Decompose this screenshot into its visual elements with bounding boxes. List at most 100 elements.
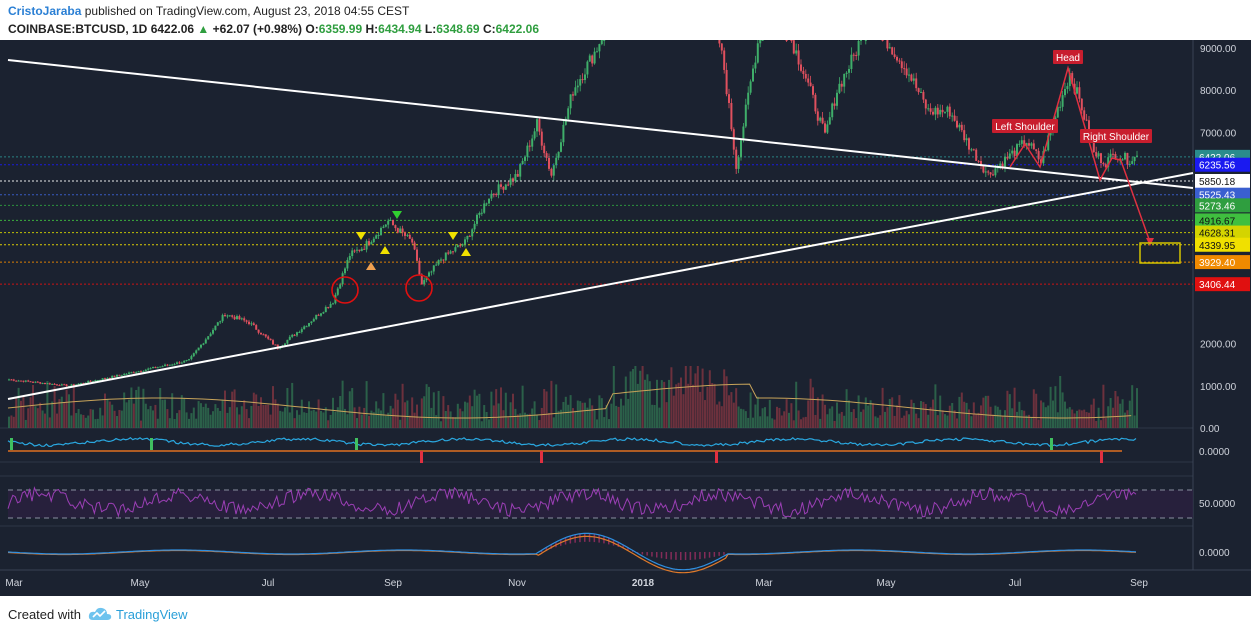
- volume-bar: [392, 408, 394, 428]
- volume-bar: [1052, 400, 1054, 428]
- volume-bar: [36, 408, 39, 428]
- volume-bar: [478, 393, 481, 428]
- candle-body: [396, 228, 399, 233]
- volume-bar: [159, 388, 162, 428]
- chart-svg[interactable]: Head Left Shoulder Right Shoulder 0.0000 50…: [0, 40, 1251, 596]
- volume-bar: [1030, 417, 1033, 428]
- volume-bar: [584, 402, 586, 428]
- volume-bar: [668, 379, 670, 428]
- volume-bar: [987, 395, 990, 428]
- candle-body: [747, 92, 750, 105]
- volume-bar: [22, 395, 25, 428]
- volume-bar: [214, 404, 217, 428]
- candle-body: [418, 260, 421, 275]
- candle-body: [1080, 98, 1083, 111]
- volume-bar: [346, 414, 349, 428]
- volume-bar: [900, 417, 903, 428]
- candle-body: [29, 381, 32, 383]
- volume-bar: [624, 376, 627, 428]
- candle-body: [1112, 153, 1114, 155]
- volume-bar: [711, 383, 714, 428]
- candle-body: [240, 318, 243, 320]
- volume-bar: [142, 388, 145, 428]
- candle-body: [1083, 110, 1086, 120]
- volume-bar: [447, 405, 450, 428]
- volume-bar: [1126, 410, 1129, 428]
- tradingview-cloud-icon[interactable]: [88, 606, 112, 622]
- candle-body: [101, 378, 104, 380]
- price-level-badge: [1195, 255, 1250, 270]
- volume-bar: [1104, 418, 1107, 428]
- volume-bar: [929, 407, 932, 428]
- volume-bar: [579, 401, 582, 428]
- volume-bar: [804, 416, 807, 428]
- macd-histogram-bar: [646, 552, 648, 556]
- tradingview-link[interactable]: TradingView: [116, 607, 188, 622]
- low-circle-marker: [405, 274, 433, 302]
- volume-bar: [728, 395, 730, 428]
- volume-bar: [977, 412, 980, 428]
- author-link[interactable]: CristoJaraba: [8, 4, 82, 18]
- created-with-text: Created with: [8, 607, 81, 622]
- candle-body: [430, 271, 433, 273]
- candle-body: [336, 288, 339, 295]
- volume-ma-line: [7, 383, 1132, 419]
- macd-histogram-bar: [627, 547, 629, 551]
- volume-bar: [80, 414, 82, 428]
- volume-bar: [1006, 390, 1009, 428]
- candle-body: [459, 245, 462, 247]
- candle-body: [994, 168, 997, 176]
- volume-bar: [948, 405, 951, 428]
- volume-bar: [778, 407, 781, 428]
- candle-body: [358, 249, 361, 251]
- volume-bar: [581, 402, 584, 428]
- volume-bar: [485, 412, 488, 428]
- candle-body: [444, 252, 447, 261]
- volume-bar: [809, 378, 812, 428]
- candle-body: [293, 334, 296, 336]
- volume-bar: [228, 407, 231, 428]
- candle-body: [807, 78, 810, 83]
- volume-bar: [848, 400, 850, 428]
- macd-histogram-bar: [545, 547, 548, 551]
- candle-body: [824, 123, 826, 133]
- candle-body: [125, 373, 128, 375]
- volume-bar: [183, 397, 186, 428]
- candle-body: [881, 40, 884, 41]
- candle-body: [300, 329, 303, 332]
- volume-bar: [953, 410, 956, 428]
- price-level-badge: [1195, 157, 1250, 172]
- candle-body: [478, 212, 481, 215]
- candle-body: [207, 336, 210, 340]
- volume-bar: [1100, 420, 1102, 428]
- volume-bar: [46, 381, 49, 428]
- volume-bar: [512, 393, 514, 428]
- volume-bar: [305, 412, 308, 428]
- candle-body: [53, 383, 56, 385]
- volume-bar: [860, 411, 862, 428]
- volume-bar: [819, 418, 822, 428]
- rsi-band: [8, 490, 1193, 518]
- candle-body: [920, 91, 922, 93]
- volume-bar: [161, 399, 164, 428]
- candle-body: [948, 106, 951, 117]
- volume-bar: [394, 393, 397, 428]
- candle-body: [468, 235, 471, 237]
- volume-bar: [812, 387, 814, 428]
- volume-bar: [598, 395, 601, 428]
- candle-body: [963, 130, 966, 141]
- annotation-label: Head: [1056, 53, 1080, 64]
- candle-body: [168, 364, 171, 366]
- volume-bar: [776, 406, 778, 428]
- chart-area[interactable]: Head Left Shoulder Right Shoulder 0.0000 50…: [0, 40, 1251, 596]
- price-level-label: 4339.95: [1199, 241, 1236, 252]
- candle-body: [447, 252, 450, 254]
- macd-histogram-bar: [656, 552, 658, 558]
- candle-body: [262, 334, 265, 336]
- candle-body: [1028, 143, 1030, 146]
- volume-bar: [1001, 416, 1004, 428]
- volume-bar: [548, 412, 550, 428]
- volume-bar: [240, 406, 243, 428]
- volume-bar: [1064, 401, 1066, 428]
- volume-bar: [1020, 410, 1023, 428]
